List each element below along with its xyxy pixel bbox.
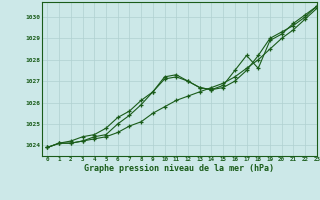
X-axis label: Graphe pression niveau de la mer (hPa): Graphe pression niveau de la mer (hPa) — [84, 164, 274, 173]
